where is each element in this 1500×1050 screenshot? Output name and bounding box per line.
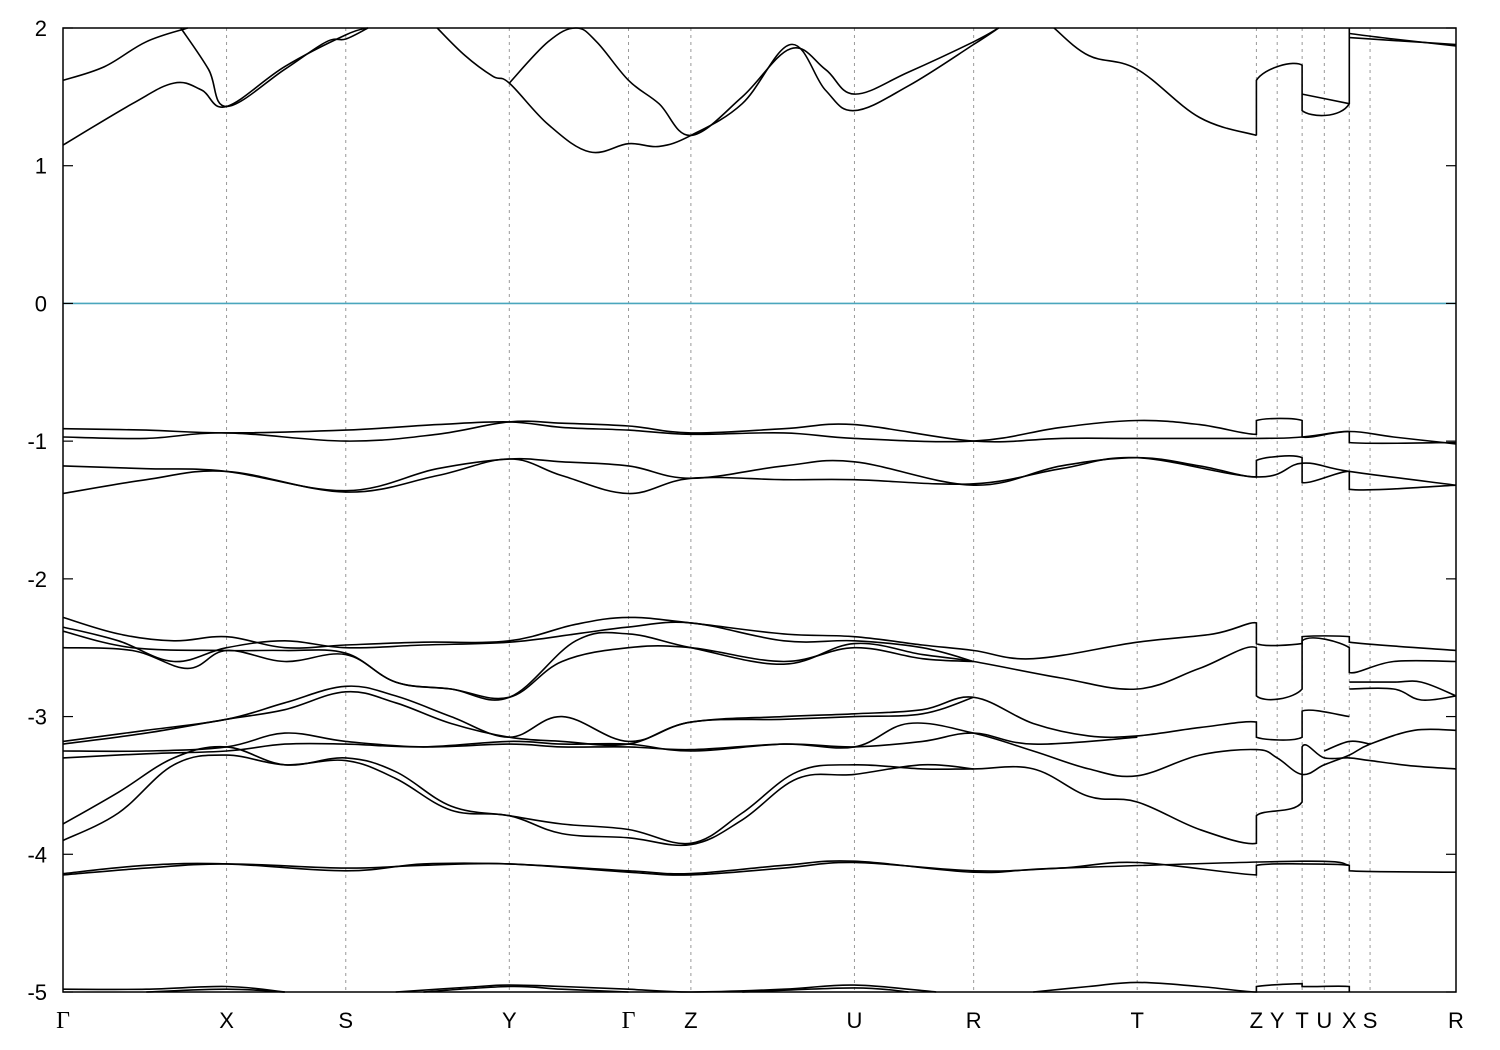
band-line	[1324, 740, 1371, 752]
y-tick-label: -3	[27, 705, 47, 730]
band-line	[62, 621, 974, 663]
band-lines	[62, 27, 1457, 993]
band-line	[395, 984, 937, 993]
kpoint-label: U	[847, 1008, 863, 1033]
band-line	[1349, 680, 1457, 697]
y-tick-label: -4	[27, 842, 47, 867]
kpoint-label: Y	[1270, 1008, 1285, 1033]
band-line	[423, 985, 629, 993]
band-line	[1301, 93, 1350, 105]
band-line	[62, 754, 974, 847]
y-tick-label: 0	[35, 291, 47, 316]
kpoint-label: Z	[1250, 1008, 1263, 1033]
band-line	[62, 861, 1457, 876]
kpoint-label: S	[1363, 1008, 1378, 1033]
band-line	[1053, 27, 1257, 137]
band-line	[62, 732, 1138, 759]
y-tick-label: 2	[35, 16, 47, 41]
kpoint-label: R	[966, 1008, 982, 1033]
band-line	[508, 27, 999, 137]
y-tick-label: -1	[27, 429, 47, 454]
kpoint-label: X	[1342, 1008, 1357, 1033]
band-line	[742, 987, 909, 993]
band-line	[62, 27, 188, 82]
kpoint-label: X	[219, 1008, 234, 1033]
band-line	[1349, 687, 1457, 702]
band-line	[1033, 981, 1351, 993]
k-point-gridlines	[226, 28, 1371, 992]
band-line	[62, 420, 1457, 445]
band-line	[62, 27, 369, 146]
kpoint-label: Y	[502, 1008, 517, 1033]
band-line	[62, 744, 1457, 845]
kpoint-label: R	[1448, 1008, 1464, 1033]
y-axis-ticks: -5 -4 -3 -2 -1 0 1 2	[27, 16, 1456, 1005]
band-line	[1255, 28, 1351, 136]
kpoint-label: U	[1316, 1008, 1332, 1033]
plot-frame	[62, 27, 1457, 993]
band-line	[62, 722, 1457, 778]
y-tick-label: -5	[27, 980, 47, 1005]
band-line	[180, 27, 369, 108]
band-line	[62, 645, 974, 700]
band-line	[62, 630, 1457, 701]
kpoint-label: Γ	[622, 1008, 636, 1034]
kpoint-label: S	[338, 1008, 353, 1033]
band-line	[1349, 36, 1457, 46]
band-line	[62, 685, 1350, 743]
kpoint-label: T	[1130, 1008, 1143, 1033]
band-line	[62, 690, 974, 747]
band-line	[146, 988, 285, 993]
band-line	[62, 985, 285, 993]
kpoint-label: Z	[684, 1008, 697, 1033]
kpoint-label: T	[1295, 1008, 1308, 1033]
band-line	[1349, 32, 1457, 47]
y-tick-label: -2	[27, 567, 47, 592]
band-line	[62, 616, 1457, 660]
kpoint-label: Γ	[56, 1008, 70, 1034]
band-line	[62, 456, 1457, 495]
band-line	[62, 455, 1457, 492]
y-tick-label: 1	[35, 154, 47, 179]
band-line	[62, 860, 1350, 875]
band-line	[436, 27, 1000, 154]
band-line	[62, 417, 1457, 445]
